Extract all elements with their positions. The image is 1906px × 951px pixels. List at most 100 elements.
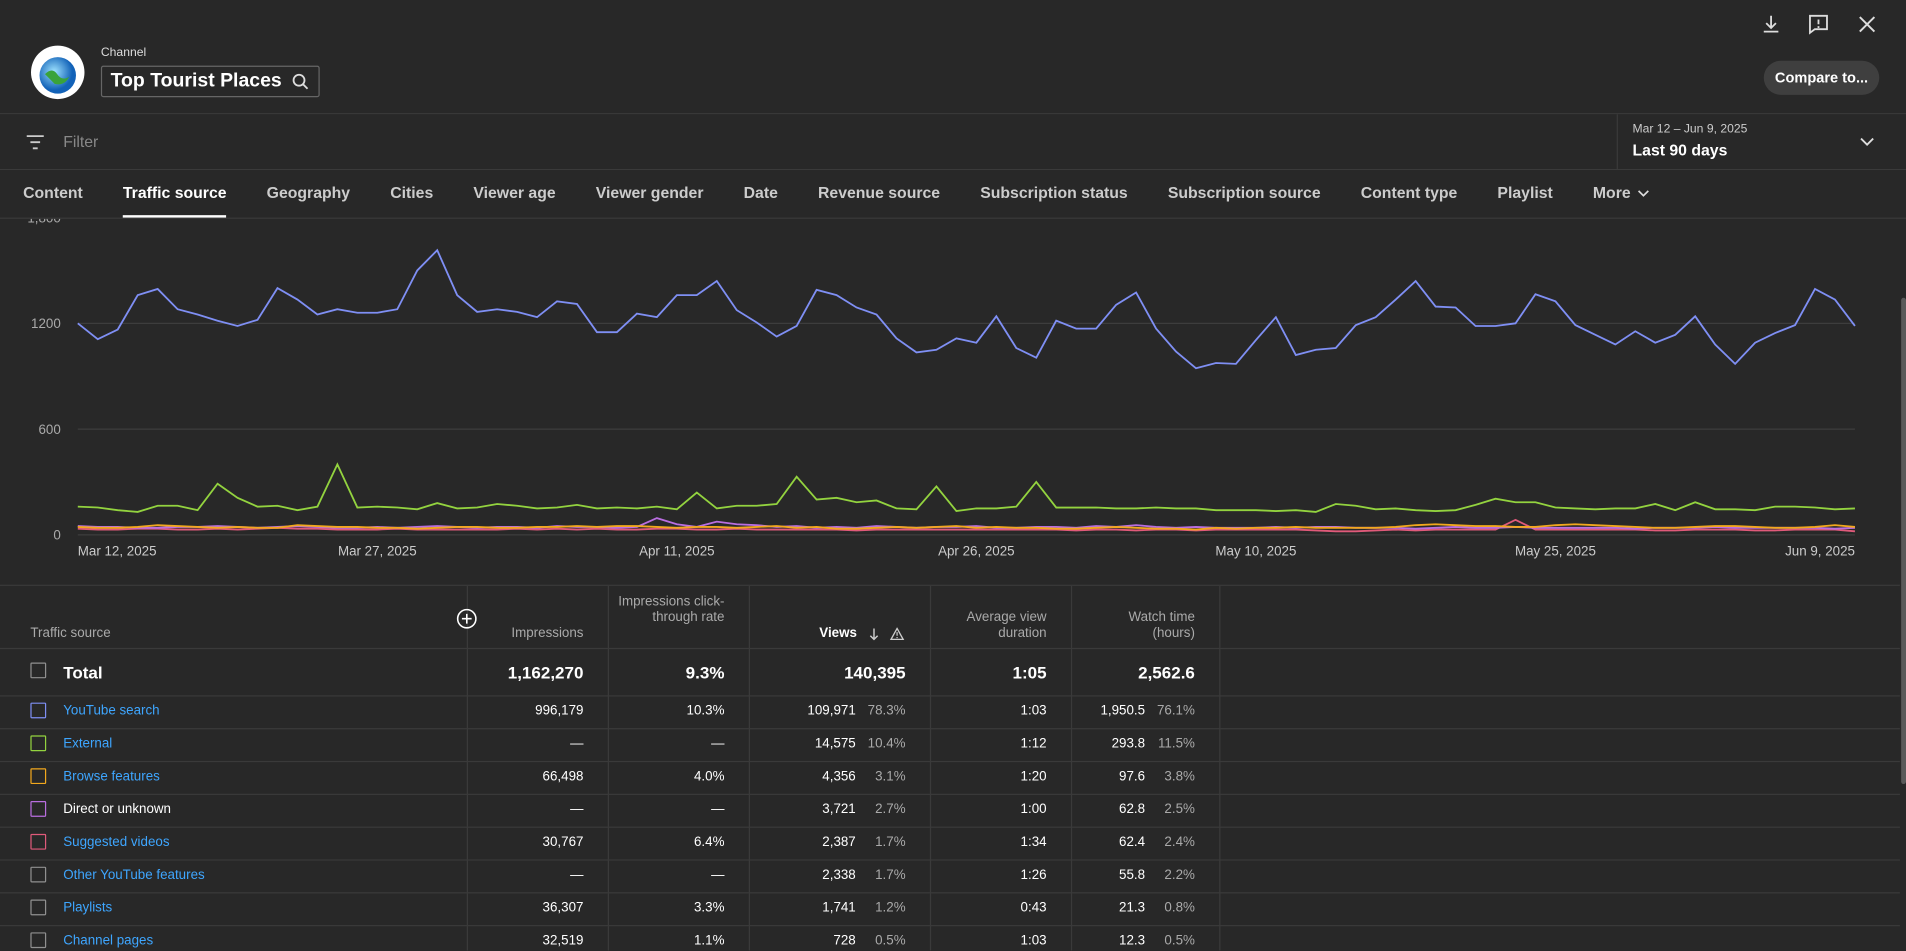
cell-watch-time: 62.4 — [1119, 835, 1146, 850]
column-header[interactable]: Impressions click-through rate — [618, 594, 725, 625]
cell-watch-share: 2.5% — [1164, 802, 1195, 817]
cell-watch-share: 11.5% — [1157, 736, 1195, 752]
column-header[interactable]: Watch time (hours) — [1128, 610, 1195, 641]
tab[interactable]: Cities — [390, 183, 434, 202]
tab[interactable]: Viewer age — [473, 183, 556, 202]
divider — [0, 647, 1900, 650]
cell-watch-share: 0.5% — [1164, 933, 1195, 949]
source-name[interactable]: External — [63, 736, 113, 752]
cell-ctr: 10.3% — [686, 703, 725, 719]
cell-views: 14,575 — [814, 736, 856, 752]
channel-avatar — [30, 45, 85, 100]
series-line — [77, 518, 1856, 533]
cell-ctr: 1.1% — [693, 933, 725, 949]
cell-views-share: 1.2% — [875, 900, 906, 916]
cell-impressions: — — [570, 736, 584, 752]
divider — [0, 859, 1900, 861]
cell-views-share: 3.1% — [875, 769, 906, 785]
cell-watch-time: 12.3 — [1119, 933, 1146, 949]
cell-views: 1,741 — [822, 900, 856, 916]
checkbox[interactable] — [30, 768, 47, 785]
divider — [1616, 114, 1618, 169]
cell-views: 140,395 — [844, 662, 906, 682]
tab[interactable]: Subscription status — [980, 183, 1128, 202]
feedback-icon[interactable] — [1808, 13, 1830, 35]
source-name[interactable]: Other YouTube features — [63, 867, 205, 883]
divider — [0, 892, 1900, 894]
checkbox[interactable] — [30, 801, 47, 817]
tab[interactable]: Content type — [1360, 183, 1458, 202]
cell-watch-share: 76.1% — [1156, 703, 1195, 719]
y-tick-label: 600 — [38, 422, 60, 437]
cell-ctr: 3.3% — [693, 900, 725, 916]
tab[interactable]: Viewer gender — [595, 183, 704, 202]
channel-selector[interactable]: Top Tourist Places — [100, 65, 320, 98]
tab[interactable]: Content — [23, 183, 83, 202]
tab[interactable]: Subscription source — [1167, 183, 1321, 202]
x-tick-label: Mar 27, 2025 — [338, 544, 417, 559]
x-tick-label: Apr 26, 2025 — [938, 544, 1015, 559]
cell-ctr: — — [711, 867, 725, 883]
column-header[interactable]: Impressions — [511, 626, 584, 641]
checkbox[interactable] — [30, 833, 47, 850]
cell-impressions: 32,519 — [542, 933, 584, 949]
filter-icon[interactable] — [26, 134, 45, 151]
source-name[interactable]: Playlists — [63, 900, 113, 916]
cell-watch-time: 55.8 — [1119, 867, 1146, 883]
divider — [0, 728, 1900, 730]
filter-bar: Filter Mar 12 – Jun 9, 2025 Last 90 days — [0, 114, 1906, 171]
cell-watch-share: 2.4% — [1164, 835, 1195, 850]
series-line — [77, 248, 1856, 370]
filter-input[interactable]: Filter — [63, 132, 99, 151]
search-icon — [292, 73, 308, 90]
download-icon[interactable] — [1761, 13, 1780, 35]
tab[interactable]: Playlist — [1497, 183, 1553, 202]
cell-watch-time: 293.8 — [1111, 736, 1146, 752]
column-divider — [748, 585, 751, 951]
checkbox[interactable] — [30, 702, 47, 719]
tab[interactable]: Revenue source — [817, 183, 941, 202]
cell-watch-time: 97.6 — [1119, 769, 1146, 785]
cell-views: 109,971 — [807, 703, 856, 719]
cell-ctr: — — [711, 736, 725, 752]
tab[interactable]: Date — [743, 183, 778, 202]
checkbox[interactable] — [30, 662, 47, 679]
cell-watch-time: 2,562.6 — [1138, 662, 1195, 682]
checkbox[interactable] — [30, 735, 47, 752]
column-header[interactable]: Average view duration — [966, 610, 1047, 641]
source-name[interactable]: Browse features — [63, 769, 160, 785]
date-preset[interactable]: Last 90 days — [1632, 141, 1728, 160]
tab[interactable]: More — [1593, 170, 1650, 217]
series-line — [77, 462, 1855, 513]
column-header[interactable]: Views — [819, 626, 857, 641]
cell-views: 728 — [833, 933, 856, 949]
column-divider — [466, 585, 468, 951]
dropdown-icon[interactable] — [1859, 136, 1876, 148]
add-column-icon[interactable] — [456, 608, 478, 636]
checkbox[interactable] — [30, 932, 47, 949]
compare-button[interactable]: Compare to... — [1763, 60, 1880, 95]
series-line — [77, 523, 1856, 531]
cell-impressions: — — [570, 867, 584, 883]
tab[interactable]: Traffic source — [122, 170, 227, 218]
cell-views-share: 0.5% — [875, 933, 906, 949]
source-name[interactable]: YouTube search — [63, 703, 160, 719]
cell-views-share: 78.3% — [867, 703, 906, 719]
cell-views-share: 1.7% — [875, 867, 906, 883]
cell-views: 4,356 — [822, 769, 856, 785]
x-tick-label: Apr 11, 2025 — [639, 544, 715, 559]
checkbox[interactable] — [30, 899, 47, 916]
header: Channel Top Tourist Places Compare to... — [0, 0, 1906, 115]
checkbox[interactable] — [30, 866, 47, 883]
sort-icons — [867, 626, 911, 648]
tab[interactable]: Geography — [266, 183, 351, 202]
source-name[interactable]: Suggested videos — [63, 835, 170, 850]
close-icon[interactable] — [1857, 15, 1876, 34]
source-name[interactable]: Channel pages — [63, 933, 154, 949]
y-tick-label: 1200 — [31, 316, 61, 331]
scrollbar[interactable] — [1901, 297, 1906, 785]
tab-bar: Content Traffic source Geography Cities View… — [0, 170, 1906, 219]
column-divider — [929, 585, 932, 951]
